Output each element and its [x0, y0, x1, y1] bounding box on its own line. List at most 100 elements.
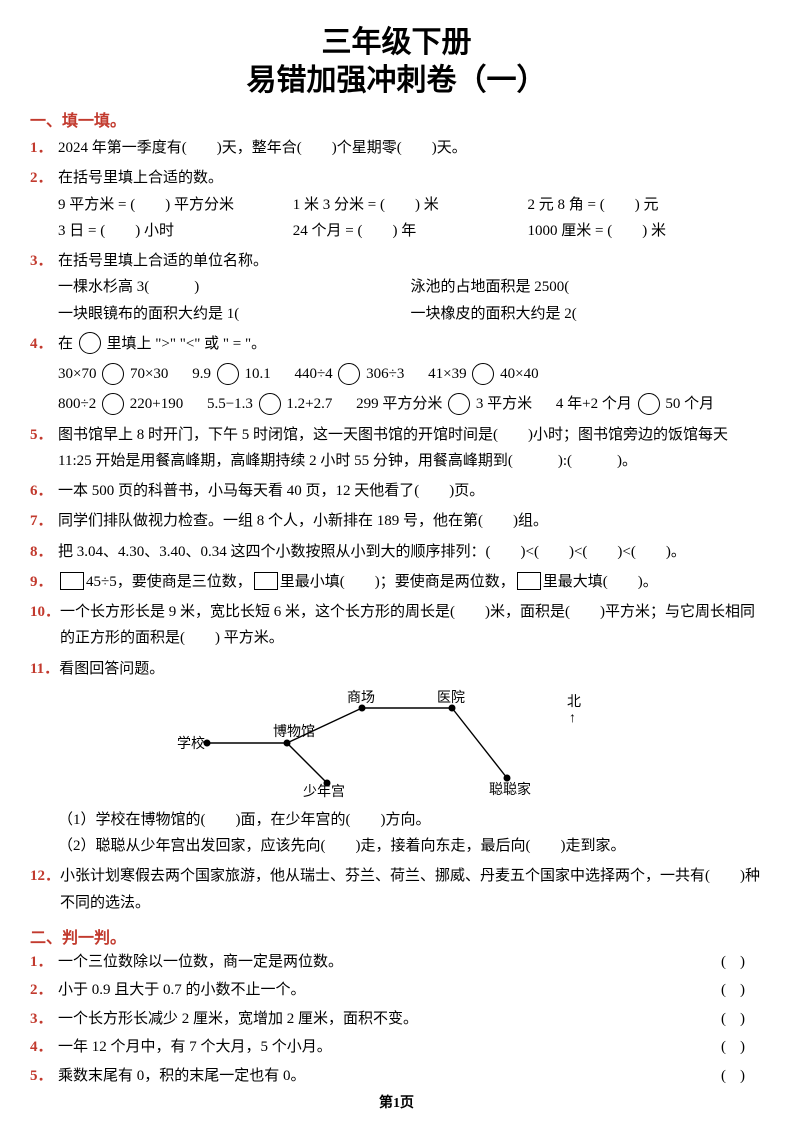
question-4: 4． 在 里填上 ">" "<" 或 " = "。: [30, 331, 763, 357]
title-line2: 易错加强冲刺卷（一）: [30, 62, 763, 100]
q8-text: 把 3.04、4.30、3.40、0.34 这四个小数按照从小到大的顺序排列：(…: [58, 539, 763, 565]
cmp-l: 5.5−1.3: [207, 396, 253, 412]
question-12: 12． 小张计划寒假去两个国家旅游，他从瑞士、芬兰、荷兰、挪威、丹麦五个国家中选…: [30, 863, 763, 916]
q3-item-3: 一块橡皮的面积大约是 2(: [411, 301, 764, 327]
label-museum: 博物馆: [273, 723, 315, 740]
q1-text: 2024 年第一季度有( )天，整年合( )个星期零( )天。: [58, 135, 763, 161]
question-1: 1． 2024 年第一季度有( )天，整年合( )个星期零( )天。: [30, 135, 763, 161]
box-icon: [517, 572, 541, 590]
cmp-r: 10.1: [244, 366, 270, 382]
qnum-7: 7．: [30, 508, 58, 534]
page-footer: 第1页: [0, 1092, 793, 1112]
judge-4: 4．一年 12 个月中，有 7 个大月，5 个小月。 (): [30, 1033, 763, 1062]
map-svg: 学校 博物馆 少年宫 商场 医院 聪聪家 北 ↑: [177, 688, 617, 798]
circle-icon: [102, 393, 124, 415]
question-6: 6． 一本 500 页的科普书，小马每天看 40 页，12 天他看了( )页。: [30, 478, 763, 504]
cmp-l: 299 平方分米: [356, 396, 442, 412]
circle-icon: [338, 363, 360, 385]
cmp-l: 30×70: [58, 366, 96, 382]
cmp-r: 1.2+2.7: [286, 396, 332, 412]
q2-item-0: 9 平方米 = ( ) 平方分米: [58, 192, 293, 218]
cmp-r: 3 平方米: [476, 396, 532, 412]
circle-icon: [102, 363, 124, 385]
judge-3: 3．一个长方形长减少 2 厘米，宽增加 2 厘米，面积不变。 (): [30, 1005, 763, 1034]
q7-text: 同学们排队做视力检查。一组 8 个人，小新排在 189 号，他在第( )组。: [58, 508, 763, 534]
q2-item-1: 1 米 3 分米 = ( ) 米: [293, 192, 528, 218]
cmp-r: 40×40: [500, 366, 538, 382]
question-3: 3． 在括号里填上合适的单位名称。: [30, 248, 763, 274]
section1-header: 一、填一填。: [30, 107, 763, 131]
q2-item-3: 3 日 = ( ) 小时: [58, 218, 293, 244]
circle-icon: [259, 393, 281, 415]
question-2: 2． 在括号里填上合适的数。: [30, 165, 763, 191]
page-title: 三年级下册 易错加强冲刺卷（一）: [30, 24, 763, 99]
q2-item-5: 1000 厘米 = ( ) 米: [528, 218, 763, 244]
qnum-10: 10．: [30, 599, 60, 652]
q2-items: 9 平方米 = ( ) 平方分米 1 米 3 分米 = ( ) 米 2 元 8 …: [30, 192, 763, 245]
question-5: 5． 图书馆早上 8 时开门，下午 5 时闭馆，这一天图书馆的开馆时间是( )小…: [30, 422, 763, 475]
q3-stem: 在括号里填上合适的单位名称。: [58, 248, 763, 274]
qnum-6: 6．: [30, 478, 58, 504]
box-icon: [254, 572, 278, 590]
q9-c: 里最大填( )。: [543, 574, 658, 590]
jnum-3: 3．: [30, 1005, 58, 1034]
q2-stem: 在括号里填上合适的数。: [58, 165, 763, 191]
qnum-5: 5．: [30, 422, 58, 475]
question-10: 10． 一个长方形长是 9 米，宽比长短 6 米，这个长方形的周长是( )米，面…: [30, 599, 763, 652]
label-school: 学校: [177, 735, 205, 752]
paren-icon: (): [721, 1005, 759, 1034]
paren-icon: (): [721, 1062, 759, 1091]
section2-header: 二、判一判。: [30, 924, 763, 948]
q2-item-2: 2 元 8 角 = ( ) 元: [528, 192, 763, 218]
paren-icon: (): [721, 948, 759, 977]
cmp-l: 800÷2: [58, 396, 96, 412]
question-11: 11． 看图回答问题。: [30, 656, 763, 682]
label-cong: 聪聪家: [489, 781, 531, 798]
qnum-11: 11．: [30, 656, 59, 682]
q2-item-4: 24 个月 = ( ) 年: [293, 218, 528, 244]
paren-icon: (): [721, 976, 759, 1005]
q3-item-2: 一块眼镜布的面积大约是 1(: [58, 301, 411, 327]
label-north: 北: [567, 694, 581, 710]
q11-sub1: （1）学校在博物馆的( )面，在少年宫的( )方向。: [30, 807, 763, 833]
cmp-l: 41×39: [428, 366, 466, 382]
qnum-12: 12．: [30, 863, 60, 916]
q12-text: 小张计划寒假去两个国家旅游，他从瑞士、芬兰、荷兰、挪威、丹麦五个国家中选择两个，…: [60, 863, 763, 916]
question-7: 7． 同学们排队做视力检查。一组 8 个人，小新排在 189 号，他在第( )组…: [30, 508, 763, 534]
label-mall: 商场: [347, 690, 375, 706]
q9-body: 45÷5，要使商是三位数， 里最小填( )；要使商是两位数， 里最大填( )。: [58, 569, 763, 595]
j4-text: 一年 12 个月中，有 7 个大月，5 个小月。: [58, 1033, 332, 1062]
q6-text: 一本 500 页的科普书，小马每天看 40 页，12 天他看了( )页。: [58, 478, 763, 504]
q4-row1: 30×70 70×30 9.9 10.1 440÷4 306÷3 41×39 4…: [30, 361, 763, 387]
qnum-2: 2．: [30, 165, 58, 191]
cmp-r: 50 个月: [665, 396, 714, 412]
circle-icon: [638, 393, 660, 415]
j1-text: 一个三位数除以一位数，商一定是两位数。: [58, 948, 343, 977]
j5-text: 乘数末尾有 0，积的末尾一定也有 0。: [58, 1062, 306, 1091]
cmp-r: 306÷3: [366, 366, 404, 382]
circle-icon: [472, 363, 494, 385]
jnum-2: 2．: [30, 976, 58, 1005]
cmp-l: 440÷4: [294, 366, 332, 382]
circle-icon: [217, 363, 239, 385]
j3-text: 一个长方形长减少 2 厘米，宽增加 2 厘米，面积不变。: [58, 1005, 418, 1034]
label-hospital: 医院: [437, 690, 465, 706]
question-8: 8． 把 3.04、4.30、3.40、0.34 这四个小数按照从小到大的顺序排…: [30, 539, 763, 565]
cmp-l: 9.9: [192, 366, 211, 382]
arrow-up-icon: ↑: [569, 711, 576, 726]
paren-icon: (): [721, 1033, 759, 1062]
q10-text: 一个长方形长是 9 米，宽比长短 6 米，这个长方形的周长是( )米，面积是( …: [60, 599, 763, 652]
cmp-l: 4 年+2 个月: [556, 396, 632, 412]
q9-a: 45÷5，要使商是三位数，: [86, 574, 252, 590]
judge-5: 5．乘数末尾有 0，积的末尾一定也有 0。 (): [30, 1062, 763, 1091]
q11-stem: 看图回答问题。: [59, 656, 763, 682]
q9-b: 里最小填( )；要使商是两位数，: [280, 574, 515, 590]
q5-text: 图书馆早上 8 时开门，下午 5 时闭馆，这一天图书馆的开馆时间是( )小时；图…: [58, 422, 763, 475]
q4-row2: 800÷2 220+190 5.5−1.3 1.2+2.7 299 平方分米 3…: [30, 391, 763, 417]
judge-2: 2．小于 0.9 且大于 0.7 的小数不止一个。 (): [30, 976, 763, 1005]
circle-icon: [448, 393, 470, 415]
circle-icon: [79, 332, 101, 354]
q3-items: 一棵水杉高 3( ) 泳池的占地面积是 2500( 一块眼镜布的面积大约是 1(…: [30, 274, 763, 327]
box-icon: [60, 572, 84, 590]
jnum-5: 5．: [30, 1062, 58, 1091]
